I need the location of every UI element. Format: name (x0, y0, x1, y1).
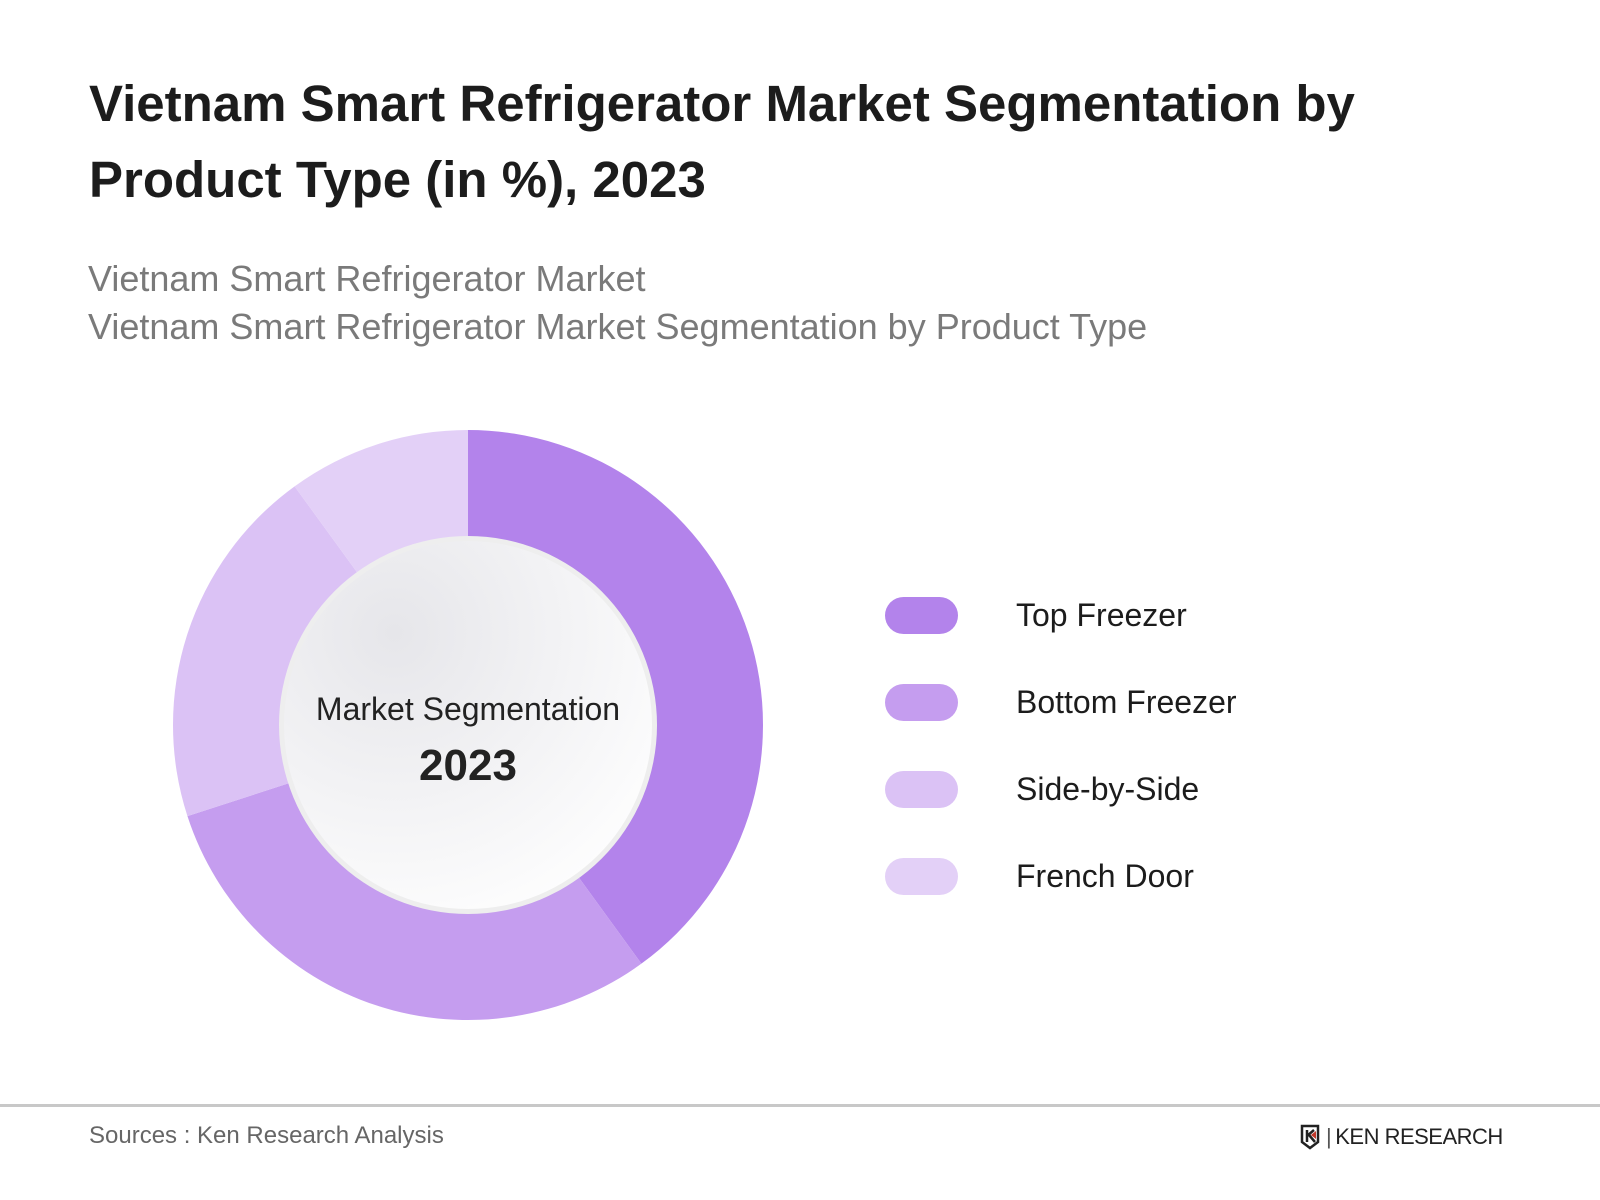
legend-item-french-door: French Door (885, 833, 1237, 920)
legend-label: French Door (1016, 858, 1194, 894)
subtitle-line-2: Vietnam Smart Refrigerator Market Segmen… (88, 306, 1148, 347)
footer-divider (0, 1104, 1600, 1107)
donut-chart: Market Segmentation 2023 (173, 430, 764, 1021)
legend-item-side-by-side: Side-by-Side (885, 746, 1237, 833)
legend-label: Bottom Freezer (1016, 684, 1237, 720)
source-note: Sources : Ken Research Analysis (89, 1122, 444, 1149)
subtitle-line-1: Vietnam Smart Refrigerator Market (88, 258, 646, 299)
legend-swatch (885, 684, 958, 721)
ken-research-logo: | KEN RESEARCH (1300, 1124, 1503, 1150)
center-year: 2023 (419, 741, 517, 790)
legend-item-bottom-freezer: Bottom Freezer (885, 659, 1237, 746)
legend-swatch (885, 771, 958, 808)
chart-title: Vietnam Smart Refrigerator Market Segmen… (89, 75, 1355, 208)
legend-label: Side-by-Side (1016, 771, 1200, 807)
donut-hole (284, 541, 652, 909)
legend-swatch (885, 597, 958, 634)
legend-swatch (885, 858, 958, 895)
logo-shield-icon (1300, 1124, 1320, 1150)
legend: Top Freezer Bottom Freezer Side-by-Side … (885, 572, 1237, 920)
center-label: Market Segmentation (316, 691, 620, 727)
legend-item-top-freezer: Top Freezer (885, 572, 1237, 659)
slice-side-by-side (173, 486, 380, 817)
legend-label: Top Freezer (1016, 597, 1187, 633)
logo-text: KEN RESEARCH (1335, 1124, 1503, 1149)
